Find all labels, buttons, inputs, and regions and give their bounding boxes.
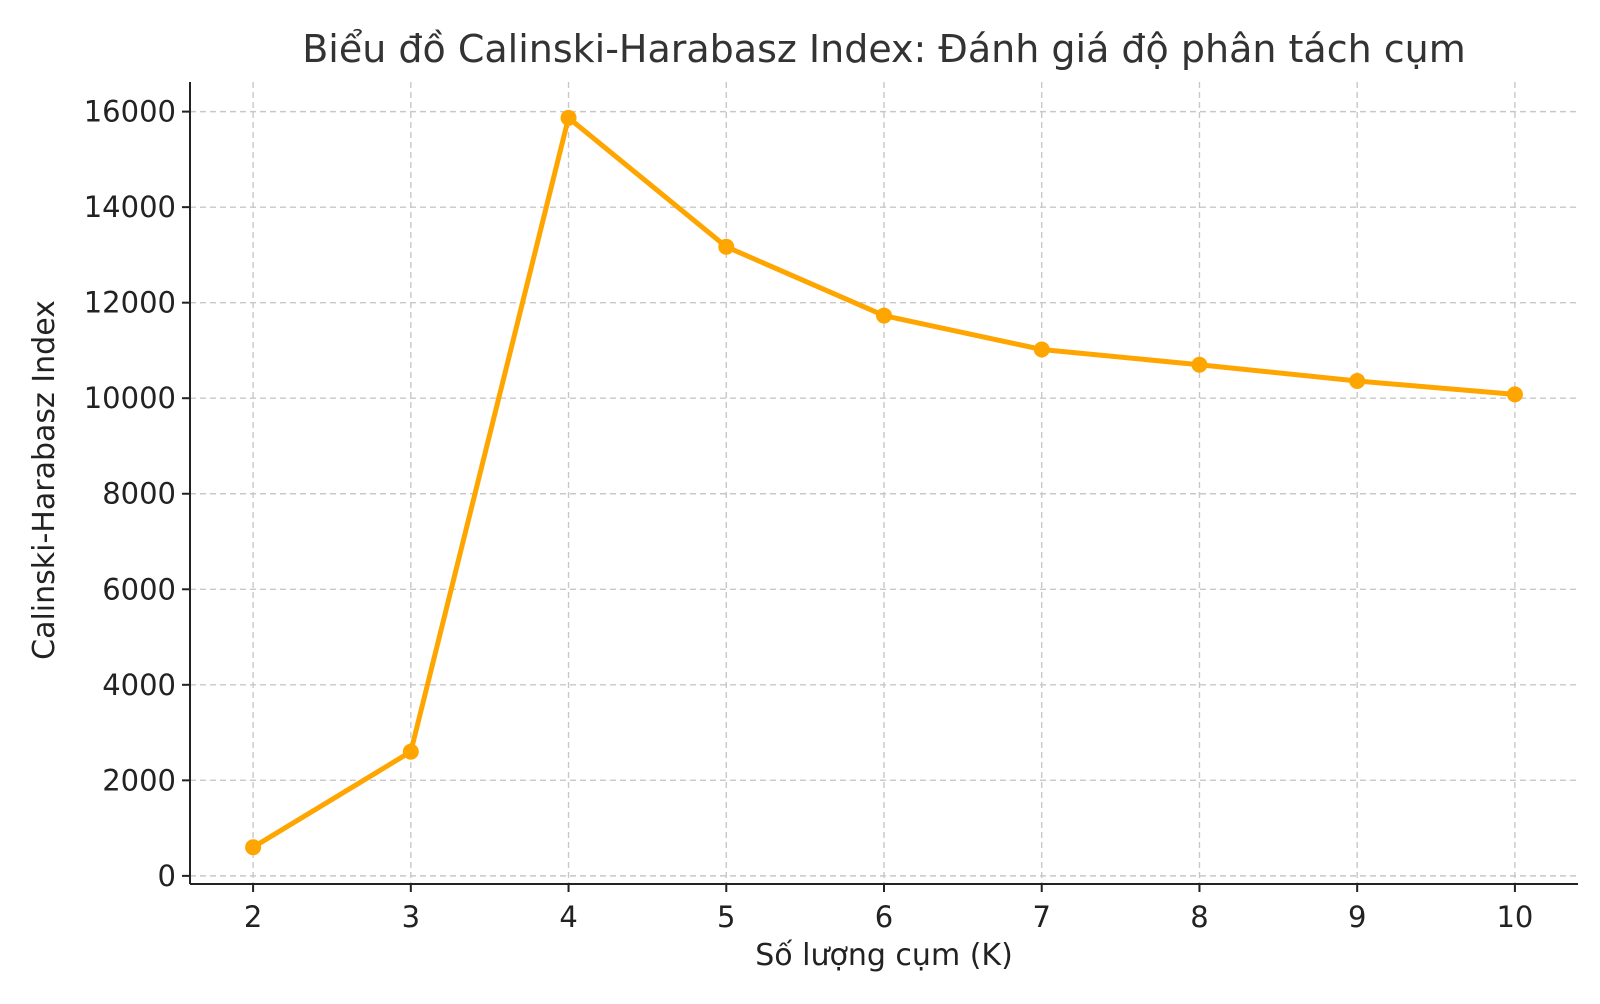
axes: 0 2000 4000 6000 8000 10000 12000 14000 16000 2 3 4… bbox=[84, 82, 1578, 934]
x-tick-label: 3 bbox=[402, 900, 420, 934]
data-point[interactable] bbox=[1349, 373, 1366, 390]
y-tick-label: 12000 bbox=[84, 286, 176, 320]
data-point[interactable] bbox=[560, 109, 577, 126]
data-point[interactable] bbox=[402, 743, 419, 760]
series bbox=[245, 109, 1523, 856]
x-tick-label: 4 bbox=[559, 900, 577, 934]
x-axis-label: Số lượng cụm (K) bbox=[755, 938, 1013, 973]
data-point[interactable] bbox=[1191, 356, 1208, 373]
x-tick-label: 9 bbox=[1348, 900, 1366, 934]
y-axis-label: Calinski-Harabasz Index bbox=[27, 300, 62, 660]
grid bbox=[190, 82, 1578, 884]
x-tick-label: 6 bbox=[875, 900, 893, 934]
chart-title: Biểu đồ Calinski-Harabasz Index: Đánh gi… bbox=[302, 27, 1466, 71]
x-tick-label: 10 bbox=[1496, 900, 1533, 934]
data-point[interactable] bbox=[718, 238, 735, 255]
y-tick-label: 6000 bbox=[102, 572, 176, 606]
data-point[interactable] bbox=[1033, 341, 1050, 358]
y-tick-label: 14000 bbox=[84, 190, 176, 224]
y-tick-label: 2000 bbox=[102, 763, 176, 797]
y-tick-label: 16000 bbox=[84, 95, 176, 129]
x-tick-label: 2 bbox=[244, 900, 262, 934]
y-tick-label: 4000 bbox=[102, 668, 176, 702]
y-tick-label: 0 bbox=[158, 859, 176, 893]
data-point[interactable] bbox=[245, 839, 262, 856]
data-point[interactable] bbox=[1506, 386, 1523, 403]
y-tick-label: 8000 bbox=[102, 477, 176, 511]
y-tick-label: 10000 bbox=[84, 381, 176, 415]
x-tick-label: 5 bbox=[717, 900, 735, 934]
x-tick-label: 8 bbox=[1190, 900, 1208, 934]
data-point[interactable] bbox=[876, 307, 892, 324]
x-tick-label: 7 bbox=[1033, 900, 1051, 934]
